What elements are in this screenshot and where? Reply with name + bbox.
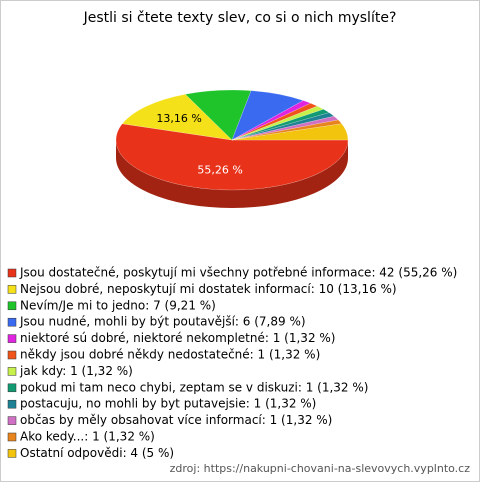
- legend-swatch: [7, 367, 17, 376]
- legend-swatch: [7, 268, 17, 278]
- legend-label: Nejsou dobré, neposkytují mi dostatek in…: [20, 282, 397, 296]
- slice: [231, 119, 343, 141]
- legend-label: Ako kedy...: 1 (1,32 %): [20, 430, 155, 444]
- legend-label: někdy jsou dobré někdy nedostatečné: 1 (…: [20, 348, 320, 362]
- legend-swatch: [7, 383, 17, 393]
- legend-swatch: [7, 399, 17, 409]
- legend-swatch: [7, 432, 17, 442]
- slice: [231, 112, 335, 141]
- legend-label: Jsou dostatečné, poskytují mi všechny po…: [19, 266, 457, 280]
- legend-swatch: [7, 350, 17, 360]
- legend-label: Nevím/Je mi to jedno: 7 (9,21 %): [20, 298, 216, 312]
- slice: [231, 100, 312, 141]
- slice: [231, 115, 339, 141]
- chart-title: Jestli si čtete texty slev, co si o nich…: [83, 10, 397, 26]
- slice-side: [116, 140, 348, 208]
- slice: [231, 123, 349, 141]
- legend-label: Ostatní odpovědi: 4 (5 %): [20, 446, 174, 460]
- legend-swatch: [7, 449, 17, 458]
- legend-label: niektoré sú dobré, niektoré nekompletné:…: [20, 331, 335, 345]
- source: zdroj: https://nakupni-chovani-na-slevov…: [170, 462, 471, 475]
- slice-label: 55,26 %: [197, 164, 242, 177]
- legend-swatch: [7, 285, 17, 294]
- slice: [231, 90, 304, 141]
- slice: [231, 105, 325, 141]
- legend-swatch: [7, 416, 17, 425]
- slice: [184, 89, 252, 141]
- legend-swatch: [7, 301, 17, 311]
- legend-label: pokud mi tam neco chybi, zeptam se v dis…: [20, 380, 368, 394]
- slice-label: 13,16 %: [156, 112, 201, 125]
- legend-label: jak kdy: 1 (1,32 %): [19, 364, 133, 378]
- legend-label: občas by měly obsahovat více informací: …: [20, 413, 332, 427]
- slice: [121, 93, 233, 141]
- legend-swatch: [7, 334, 17, 343]
- slice: [115, 123, 349, 191]
- legend-label: postacuju, no mohli by byt putavejsie: 1…: [20, 397, 316, 411]
- legend-swatch: [7, 317, 17, 327]
- slice: [231, 102, 318, 141]
- legend-label: Jsou nudné, mohli by být poutavější: 6 (…: [19, 315, 306, 329]
- slice: [231, 109, 330, 141]
